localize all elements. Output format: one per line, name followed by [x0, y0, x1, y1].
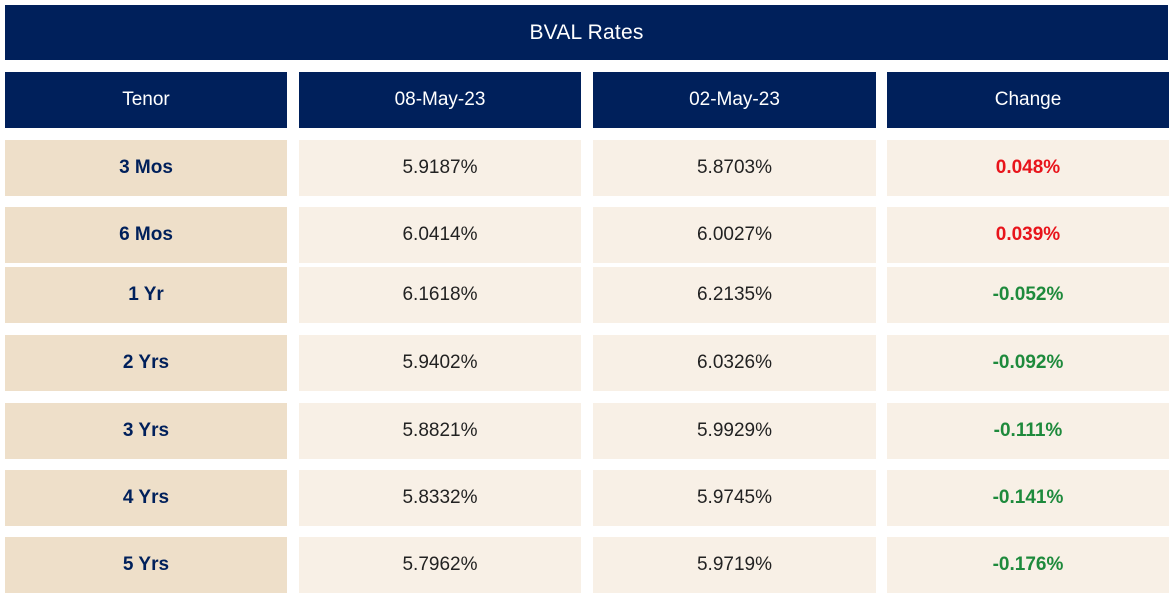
change-cell: -0.141% — [887, 470, 1169, 526]
rate-08-may-cell: 5.9187% — [299, 140, 581, 196]
tenor-cell: 5 Yrs — [5, 537, 287, 593]
change-cell: 0.039% — [887, 207, 1169, 263]
rate-02-may-cell: 5.8703% — [593, 140, 876, 196]
change-cell: -0.092% — [887, 335, 1169, 391]
rate-08-may-cell: 6.0414% — [299, 207, 581, 263]
rate-02-may-cell: 5.9719% — [593, 537, 876, 593]
rate-08-may-cell: 6.1618% — [299, 267, 581, 323]
tenor-cell: 3 Yrs — [5, 403, 287, 459]
header-change: Change — [887, 72, 1169, 128]
header-02-may-23: 02-May-23 — [593, 72, 876, 128]
rate-02-may-cell: 6.0027% — [593, 207, 876, 263]
rate-02-may-cell: 6.0326% — [593, 335, 876, 391]
rate-08-may-cell: 5.8332% — [299, 470, 581, 526]
rate-02-may-cell: 5.9745% — [593, 470, 876, 526]
tenor-cell: 1 Yr — [5, 267, 287, 323]
tenor-cell: 4 Yrs — [5, 470, 287, 526]
tenor-cell: 2 Yrs — [5, 335, 287, 391]
tenor-cell: 3 Mos — [5, 140, 287, 196]
change-cell: -0.052% — [887, 267, 1169, 323]
table-title: BVAL Rates — [5, 5, 1168, 60]
tenor-cell: 6 Mos — [5, 207, 287, 263]
rate-02-may-cell: 6.2135% — [593, 267, 876, 323]
rate-08-may-cell: 5.7962% — [299, 537, 581, 593]
change-cell: -0.111% — [887, 403, 1169, 459]
header-tenor: Tenor — [5, 72, 287, 128]
change-cell: -0.176% — [887, 537, 1169, 593]
rate-08-may-cell: 5.8821% — [299, 403, 581, 459]
header-08-may-23: 08-May-23 — [299, 72, 581, 128]
rate-02-may-cell: 5.9929% — [593, 403, 876, 459]
rate-08-may-cell: 5.9402% — [299, 335, 581, 391]
change-cell: 0.048% — [887, 140, 1169, 196]
